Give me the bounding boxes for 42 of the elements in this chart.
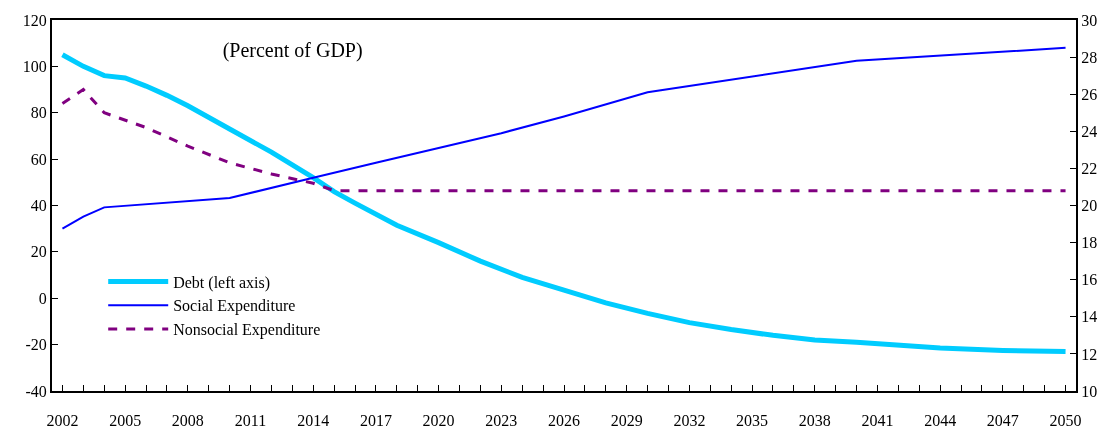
x-tick-label: 2017 bbox=[359, 412, 392, 430]
x-tick-label: 2011 bbox=[234, 412, 267, 430]
legend-label: Debt (left axis) bbox=[173, 273, 271, 292]
x-tick-label: 2029 bbox=[610, 412, 643, 430]
y2-tick-label: 18 bbox=[1081, 234, 1098, 252]
y-tick-label: 120 bbox=[22, 11, 47, 29]
text: (Percent of GDP) bbox=[222, 38, 363, 62]
y2-tick-label: 30 bbox=[1081, 11, 1098, 29]
y-tick-label: -20 bbox=[25, 336, 47, 354]
x-tick-label: 2050 bbox=[1049, 412, 1082, 430]
x-tick-label: 2032 bbox=[673, 412, 706, 430]
y-tick-label: 60 bbox=[30, 150, 47, 168]
y-tick-label: 20 bbox=[30, 243, 47, 261]
y2-tick-label: 24 bbox=[1081, 122, 1098, 140]
y-tick-label: 40 bbox=[30, 197, 47, 215]
y-tick-label: -40 bbox=[25, 382, 47, 400]
y-tick-label: 0 bbox=[38, 289, 47, 307]
x-tick-label: 2020 bbox=[422, 412, 455, 430]
y2-tick-label: 20 bbox=[1081, 197, 1098, 215]
legend-label: Nonsocial Expenditure bbox=[173, 321, 321, 340]
x-tick-label: 2041 bbox=[861, 412, 894, 430]
y2-tick-label: 28 bbox=[1081, 48, 1098, 66]
y2-tick-label: 22 bbox=[1081, 160, 1098, 177]
y2-tick-label: 26 bbox=[1081, 85, 1098, 103]
x-tick-label: 2002 bbox=[46, 412, 79, 430]
y-tick-label: 80 bbox=[30, 104, 47, 122]
legend-label: Social Expenditure bbox=[173, 297, 296, 316]
y2-tick-label: 16 bbox=[1081, 271, 1098, 289]
x-tick-label: 2044 bbox=[924, 412, 957, 430]
x-tick-label: 2035 bbox=[736, 412, 769, 430]
y2-tick-label: 12 bbox=[1081, 345, 1098, 363]
x-tick-label: 2005 bbox=[109, 412, 142, 430]
x-tick-label: 2014 bbox=[297, 412, 330, 430]
x-tick-label: 2026 bbox=[548, 412, 580, 430]
y-tick-label: 100 bbox=[22, 57, 47, 75]
x-tick-label: 2047 bbox=[986, 412, 1019, 430]
line-series bbox=[60, 88, 1068, 193]
x-tick-label: 2023 bbox=[485, 412, 518, 430]
x-tick-label: 2038 bbox=[798, 412, 831, 430]
x-tick-label: 2008 bbox=[171, 412, 204, 430]
y2-tick-label: 14 bbox=[1081, 308, 1098, 326]
y2-tick-label: 10 bbox=[1081, 382, 1098, 400]
